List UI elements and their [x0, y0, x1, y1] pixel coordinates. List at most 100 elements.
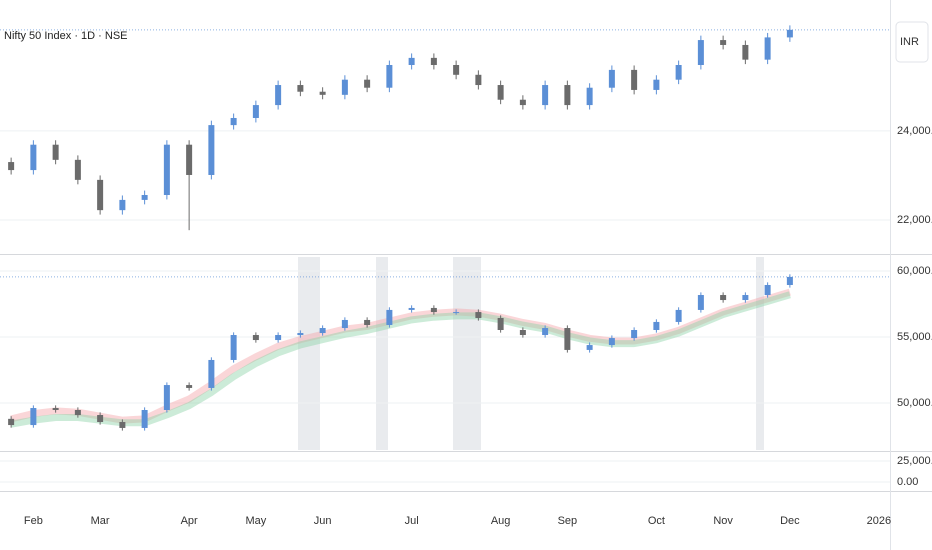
- candle-body: [8, 418, 15, 426]
- candle-body: [720, 295, 727, 301]
- candle-body: [30, 144, 37, 171]
- candle-body: [119, 422, 126, 428]
- x-tick-label: Mar: [91, 515, 110, 527]
- candle-body: [186, 385, 193, 388]
- candle-body: [119, 199, 126, 211]
- candle-body: [453, 312, 460, 314]
- x-tick-label: May: [245, 515, 266, 527]
- candle-body: [341, 79, 348, 95]
- candle-body: [608, 338, 615, 346]
- candle-body: [230, 335, 237, 360]
- candle-body: [141, 410, 148, 428]
- y-tick-label: 22,000.00: [897, 214, 932, 226]
- candle-body: [74, 410, 81, 416]
- candle-body: [742, 44, 749, 60]
- candle-body: [30, 408, 37, 426]
- candle-body: [386, 309, 393, 325]
- y-tick-label: 60,000.00: [897, 265, 932, 277]
- candle-body: [97, 179, 104, 211]
- candle-body: [208, 359, 215, 388]
- candle-body: [697, 295, 704, 310]
- candle-body: [297, 333, 304, 336]
- candle-body: [586, 345, 593, 350]
- candle-body: [720, 40, 727, 45]
- candle-body: [74, 159, 81, 180]
- candle-body: [52, 408, 59, 411]
- y-tick-label: 50,000.00: [897, 397, 932, 409]
- candle-body: [564, 85, 571, 106]
- candle-body: [252, 105, 259, 118]
- candle-body: [341, 319, 348, 329]
- moving-average-band: [10, 288, 791, 424]
- candle-body: [675, 65, 682, 80]
- candle-body: [764, 284, 771, 296]
- x-tick-label: Oct: [648, 515, 665, 527]
- x-tick-label: Aug: [491, 515, 511, 527]
- x-tick-label: Nov: [713, 515, 733, 527]
- x-tick-label: Dec: [780, 515, 800, 527]
- candle-body: [163, 385, 170, 411]
- candle-body: [364, 319, 371, 325]
- x-tick-label: Jul: [405, 515, 419, 527]
- session-shade: [376, 257, 388, 450]
- x-tick-label: Feb: [24, 515, 43, 527]
- candle-body: [786, 276, 793, 285]
- candle-body: [586, 87, 593, 106]
- currency[interactable]: INR: [900, 36, 919, 48]
- candle-body: [208, 125, 215, 175]
- candle-body: [764, 37, 771, 60]
- candle-body: [497, 317, 504, 331]
- candle-body: [364, 79, 371, 88]
- candle-body: [386, 65, 393, 88]
- candle-body: [275, 85, 282, 106]
- candle-body: [519, 330, 526, 336]
- session-shade: [453, 257, 481, 450]
- candle-body: [475, 312, 482, 318]
- candle-body: [52, 144, 59, 160]
- candle-body: [275, 335, 282, 341]
- x-tick-label: Apr: [181, 515, 198, 527]
- candle-body: [786, 29, 793, 38]
- candle-body: [186, 144, 193, 175]
- candle-body: [497, 85, 504, 100]
- x-tick-label: Sep: [558, 515, 578, 527]
- candle-body: [653, 79, 660, 90]
- candle-body: [475, 74, 482, 86]
- candle-body: [97, 415, 104, 423]
- candle-body: [163, 144, 170, 196]
- candle-body: [408, 57, 415, 66]
- candle-body: [675, 309, 682, 322]
- candle-body: [564, 328, 571, 350]
- candle-body: [631, 69, 638, 90]
- candle-body: [252, 335, 259, 341]
- session-shade: [298, 257, 320, 450]
- candle-body: [542, 85, 549, 106]
- chart-title: Nifty 50 Index · 1D · NSE: [4, 30, 128, 42]
- y-tick-label: 0.00: [897, 476, 918, 488]
- currency-box[interactable]: [895, 21, 929, 63]
- candle-body: [519, 99, 526, 106]
- candle-body: [453, 65, 460, 75]
- y-tick-label: 55,000.00: [897, 331, 932, 343]
- candle-body: [319, 91, 326, 95]
- session-shade: [756, 257, 764, 450]
- candle-body: [697, 40, 704, 66]
- candle-body: [230, 117, 237, 126]
- candle-body: [297, 85, 304, 92]
- candle-body: [653, 321, 660, 331]
- candle-body: [408, 307, 415, 310]
- x-tick-label: Jun: [314, 515, 332, 527]
- x-tick-label: 2026: [867, 515, 891, 527]
- candle-body: [542, 328, 549, 336]
- candle-body: [631, 330, 638, 339]
- y-tick-label: 24,000.00: [897, 125, 932, 137]
- y-tick-label: 25,000.00: [897, 455, 932, 467]
- moving-average-band: [10, 291, 791, 428]
- sessions: [298, 257, 764, 450]
- candle-body: [319, 328, 326, 334]
- candle-body: [608, 69, 615, 88]
- candle-body: [430, 57, 437, 66]
- candle-body: [742, 295, 749, 301]
